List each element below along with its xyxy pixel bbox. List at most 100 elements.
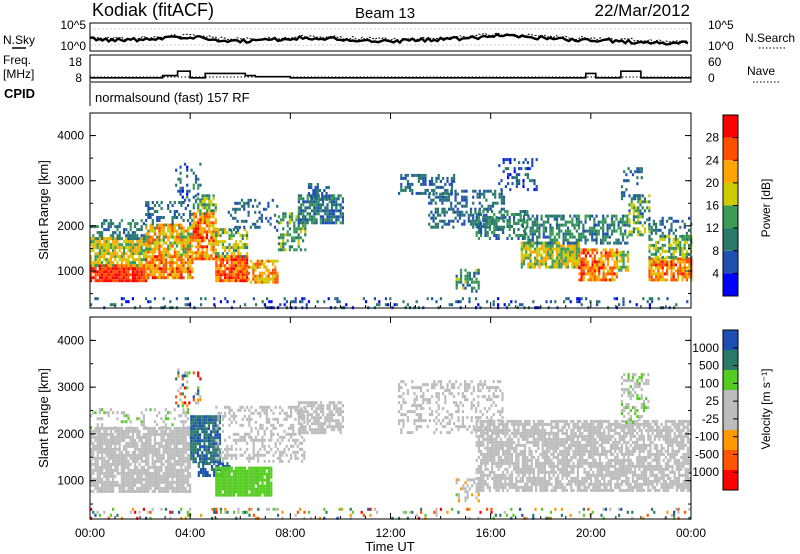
heatmap-cell [149, 426, 152, 430]
heatmap-cell [127, 270, 130, 274]
heatmap-cell [558, 250, 561, 254]
heatmap-cell [657, 246, 660, 250]
heatmap-cell [573, 262, 576, 266]
heatmap-cell [246, 490, 249, 494]
heatmap-cell [162, 264, 165, 268]
heatmap-cell [147, 264, 150, 268]
heatmap-cell [98, 252, 101, 256]
heatmap-cell [210, 442, 213, 446]
heatmap-cell [181, 189, 184, 193]
heatmap-cell [237, 279, 240, 283]
heatmap-cell [123, 264, 126, 268]
heatmap-cell [241, 255, 244, 259]
heatmap-cell [120, 273, 123, 277]
heatmap-cell [203, 460, 206, 464]
heatmap-cell [192, 171, 195, 175]
heatmap-cell [246, 484, 249, 488]
heatmap-cell [153, 462, 156, 466]
heatmap-cell [524, 158, 527, 162]
heatmap-cell [184, 261, 187, 265]
heatmap-cell [325, 198, 328, 201]
heatmap-cell [142, 453, 145, 457]
heatmap-cell [125, 261, 128, 265]
heatmap-cell [197, 242, 200, 246]
heatmap-cell [632, 215, 635, 219]
heatmap-cell [688, 263, 691, 267]
heatmap-cell [147, 273, 150, 277]
heatmap-cell [450, 303, 453, 307]
heatmap-cell [575, 253, 578, 257]
heatmap-cell [190, 457, 193, 461]
heatmap-cell [120, 243, 123, 247]
heatmap-cell [140, 252, 143, 256]
heatmap-cell [190, 439, 193, 443]
heatmap-cell [116, 426, 119, 430]
heatmap-cell [411, 182, 414, 186]
heatmap-cell [306, 206, 309, 210]
heatmap-cell [149, 244, 152, 248]
heatmap-cell [560, 229, 563, 233]
heatmap-cell [189, 223, 192, 227]
heatmap-cell [284, 215, 287, 219]
heatmap-cell [147, 429, 150, 433]
heatmap-cell [158, 465, 161, 469]
heatmap-cell [103, 441, 106, 445]
heatmap-cell [431, 179, 434, 183]
heatmap-cell [210, 460, 213, 464]
heatmap-cell [175, 468, 178, 472]
heatmap-cell [217, 475, 220, 479]
heatmap-cell [335, 206, 338, 210]
heatmap-cell [116, 453, 119, 457]
heatmap-cell [184, 235, 187, 239]
heatmap-cell [184, 426, 187, 430]
heatmap-cell [294, 297, 297, 301]
heatmap-cell [207, 418, 210, 422]
heatmap-cell [256, 204, 259, 208]
heatmap-cell [258, 277, 261, 281]
nsky-label: N.Sky [3, 33, 35, 47]
heatmap-cell [248, 481, 251, 485]
heatmap-cell [219, 261, 222, 265]
heatmap-cell [577, 220, 581, 224]
heatmap-cell [107, 483, 110, 487]
heatmap-cell [180, 261, 183, 265]
heatmap-cell [652, 257, 655, 261]
heatmap-cell [94, 276, 97, 280]
heatmap-cell [136, 417, 139, 421]
heatmap-cell [123, 240, 126, 244]
heatmap-cell [103, 456, 106, 460]
heatmap-cell [123, 276, 126, 280]
heatmap-cell [328, 200, 331, 204]
heatmap-cell [112, 426, 115, 430]
heatmap-cell [341, 206, 344, 210]
heatmap-cell [637, 221, 640, 225]
heatmap-cell [199, 418, 202, 422]
heatmap-cell [663, 225, 666, 229]
heatmap-cell [175, 432, 178, 436]
heatmap-cell [114, 264, 117, 268]
heatmap-cell [160, 261, 163, 265]
heatmap-cell [98, 486, 101, 490]
heatmap-cell [610, 232, 614, 236]
heatmap-cell [436, 195, 440, 199]
heatmap-cell [142, 426, 145, 430]
heatmap-cell [261, 475, 264, 479]
heatmap-cell [474, 207, 477, 211]
heatmap-cell [212, 457, 215, 461]
heatmap-cell [184, 241, 187, 245]
heatmap-cell [189, 255, 192, 259]
heatmap-cell [96, 483, 99, 487]
heatmap-cell [580, 235, 583, 239]
heatmap-cell [98, 435, 101, 439]
heatmap-cell [522, 244, 526, 248]
heatmap-cell [602, 266, 605, 270]
heatmap-cell [156, 450, 159, 454]
heatmap-cell [533, 223, 537, 227]
heatmap-cell [256, 219, 259, 223]
heatmap-cell [525, 256, 528, 260]
heatmap-cell [123, 456, 126, 460]
heatmap-cell [577, 238, 581, 242]
heatmap-cell [169, 223, 172, 227]
heatmap-cell [114, 480, 117, 484]
heatmap-cell [101, 270, 104, 274]
